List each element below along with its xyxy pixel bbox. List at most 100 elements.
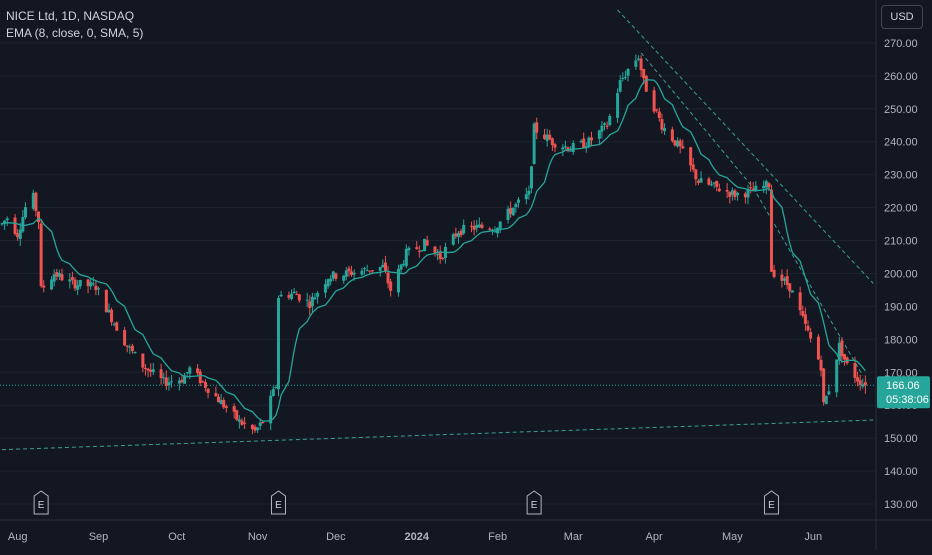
- candle-body: [603, 123, 607, 125]
- candle-body: [363, 268, 367, 270]
- candle-body: [386, 272, 390, 284]
- candle-body: [133, 352, 137, 354]
- candle-body: [125, 345, 129, 347]
- candle-body: [217, 396, 220, 403]
- candle-body: [582, 138, 586, 148]
- y-axis: 130.00140.00150.00160.00170.00180.00190.…: [875, 0, 918, 550]
- candle-body: [827, 391, 831, 395]
- y-tick-label: 250.00: [884, 104, 918, 116]
- candle-body: [151, 369, 155, 373]
- candle-body: [863, 382, 867, 386]
- candle-body: [691, 164, 695, 170]
- candle-body: [639, 58, 643, 71]
- candle-body: [477, 224, 481, 228]
- candle-body: [110, 309, 114, 323]
- candle-body: [347, 268, 351, 272]
- candle-body: [853, 363, 857, 378]
- candle-body: [475, 224, 479, 229]
- earnings-marker-label: E: [275, 500, 282, 511]
- candle-body: [623, 76, 627, 78]
- candle-body: [597, 130, 601, 139]
- candle-body: [516, 199, 520, 203]
- candle-body: [149, 369, 153, 372]
- candle-body: [383, 262, 387, 272]
- candle-body: [545, 134, 549, 141]
- y-tick-label: 180.00: [884, 334, 918, 346]
- candle-body: [68, 279, 72, 282]
- candle-body: [798, 292, 802, 311]
- candle-body: [569, 150, 573, 152]
- candle-body: [271, 389, 275, 397]
- candle-body: [587, 137, 591, 147]
- candle-body: [696, 180, 700, 183]
- candle-body: [712, 182, 716, 184]
- candle-body: [329, 278, 333, 282]
- candle-body: [660, 119, 664, 130]
- candle-body: [754, 185, 758, 192]
- candle-body: [396, 268, 400, 293]
- indicator-label[interactable]: EMA (8, close, 0, SMA, 5): [6, 26, 144, 40]
- candle-body: [689, 147, 693, 166]
- candle-body: [16, 233, 20, 238]
- candle-body: [514, 203, 518, 208]
- candle-body: [527, 190, 531, 195]
- candle-body: [730, 190, 734, 195]
- candle-body: [415, 247, 419, 250]
- candle-body: [470, 225, 474, 227]
- earnings-marker-label: E: [38, 500, 45, 511]
- candle-body: [240, 420, 244, 425]
- candle-body: [548, 134, 552, 140]
- y-tick-label: 200.00: [884, 268, 918, 280]
- candle-body: [733, 190, 737, 198]
- candle-body: [636, 58, 640, 60]
- candle-body: [803, 314, 807, 324]
- y-tick-label: 190.00: [884, 301, 918, 313]
- currency-button[interactable]: USD: [881, 5, 923, 29]
- earnings-marker[interactable]: E: [270, 490, 286, 515]
- earnings-marker[interactable]: E: [526, 490, 542, 515]
- candle-body: [368, 270, 372, 272]
- candle-body: [764, 181, 768, 188]
- earnings-marker[interactable]: E: [33, 490, 49, 515]
- candle-body: [725, 190, 729, 192]
- candle-body: [837, 342, 841, 361]
- earnings-marker[interactable]: E: [763, 490, 779, 515]
- candle-body: [694, 169, 698, 180]
- x-tick-label: Aug: [8, 531, 28, 543]
- candle-body: [34, 192, 38, 211]
- candle-body: [57, 272, 61, 277]
- candle-body: [785, 276, 789, 286]
- candle-body: [52, 274, 56, 282]
- candle-body: [480, 224, 484, 228]
- candle-body: [404, 248, 408, 267]
- candle-body: [308, 301, 312, 309]
- candle-body: [167, 382, 171, 386]
- candle-body: [681, 146, 685, 149]
- candle-body: [232, 406, 236, 412]
- candle-body: [23, 207, 27, 218]
- candle-body: [170, 381, 174, 383]
- y-tick-label: 260.00: [884, 71, 918, 83]
- x-tick-label: 2024: [404, 531, 429, 543]
- candle-body: [579, 140, 583, 143]
- candle-body: [243, 422, 247, 424]
- candle-body: [618, 80, 622, 92]
- candle-body: [164, 377, 168, 386]
- candle-body: [237, 419, 241, 422]
- symbol-title[interactable]: NICE Ltd, 1D, NASDAQ: [6, 9, 135, 23]
- candle-body: [86, 279, 90, 287]
- candle-body: [31, 192, 35, 209]
- candle-body: [50, 279, 54, 290]
- candle-body: [433, 246, 437, 253]
- candle-body: [402, 263, 406, 266]
- candle-body: [224, 406, 228, 409]
- y-tick-label: 210.00: [884, 236, 918, 248]
- candle-body: [856, 377, 860, 382]
- candle-body: [104, 289, 108, 313]
- candle-body: [605, 125, 609, 127]
- candle-body: [420, 250, 424, 252]
- candle-body: [130, 345, 134, 352]
- candle-body: [496, 227, 500, 234]
